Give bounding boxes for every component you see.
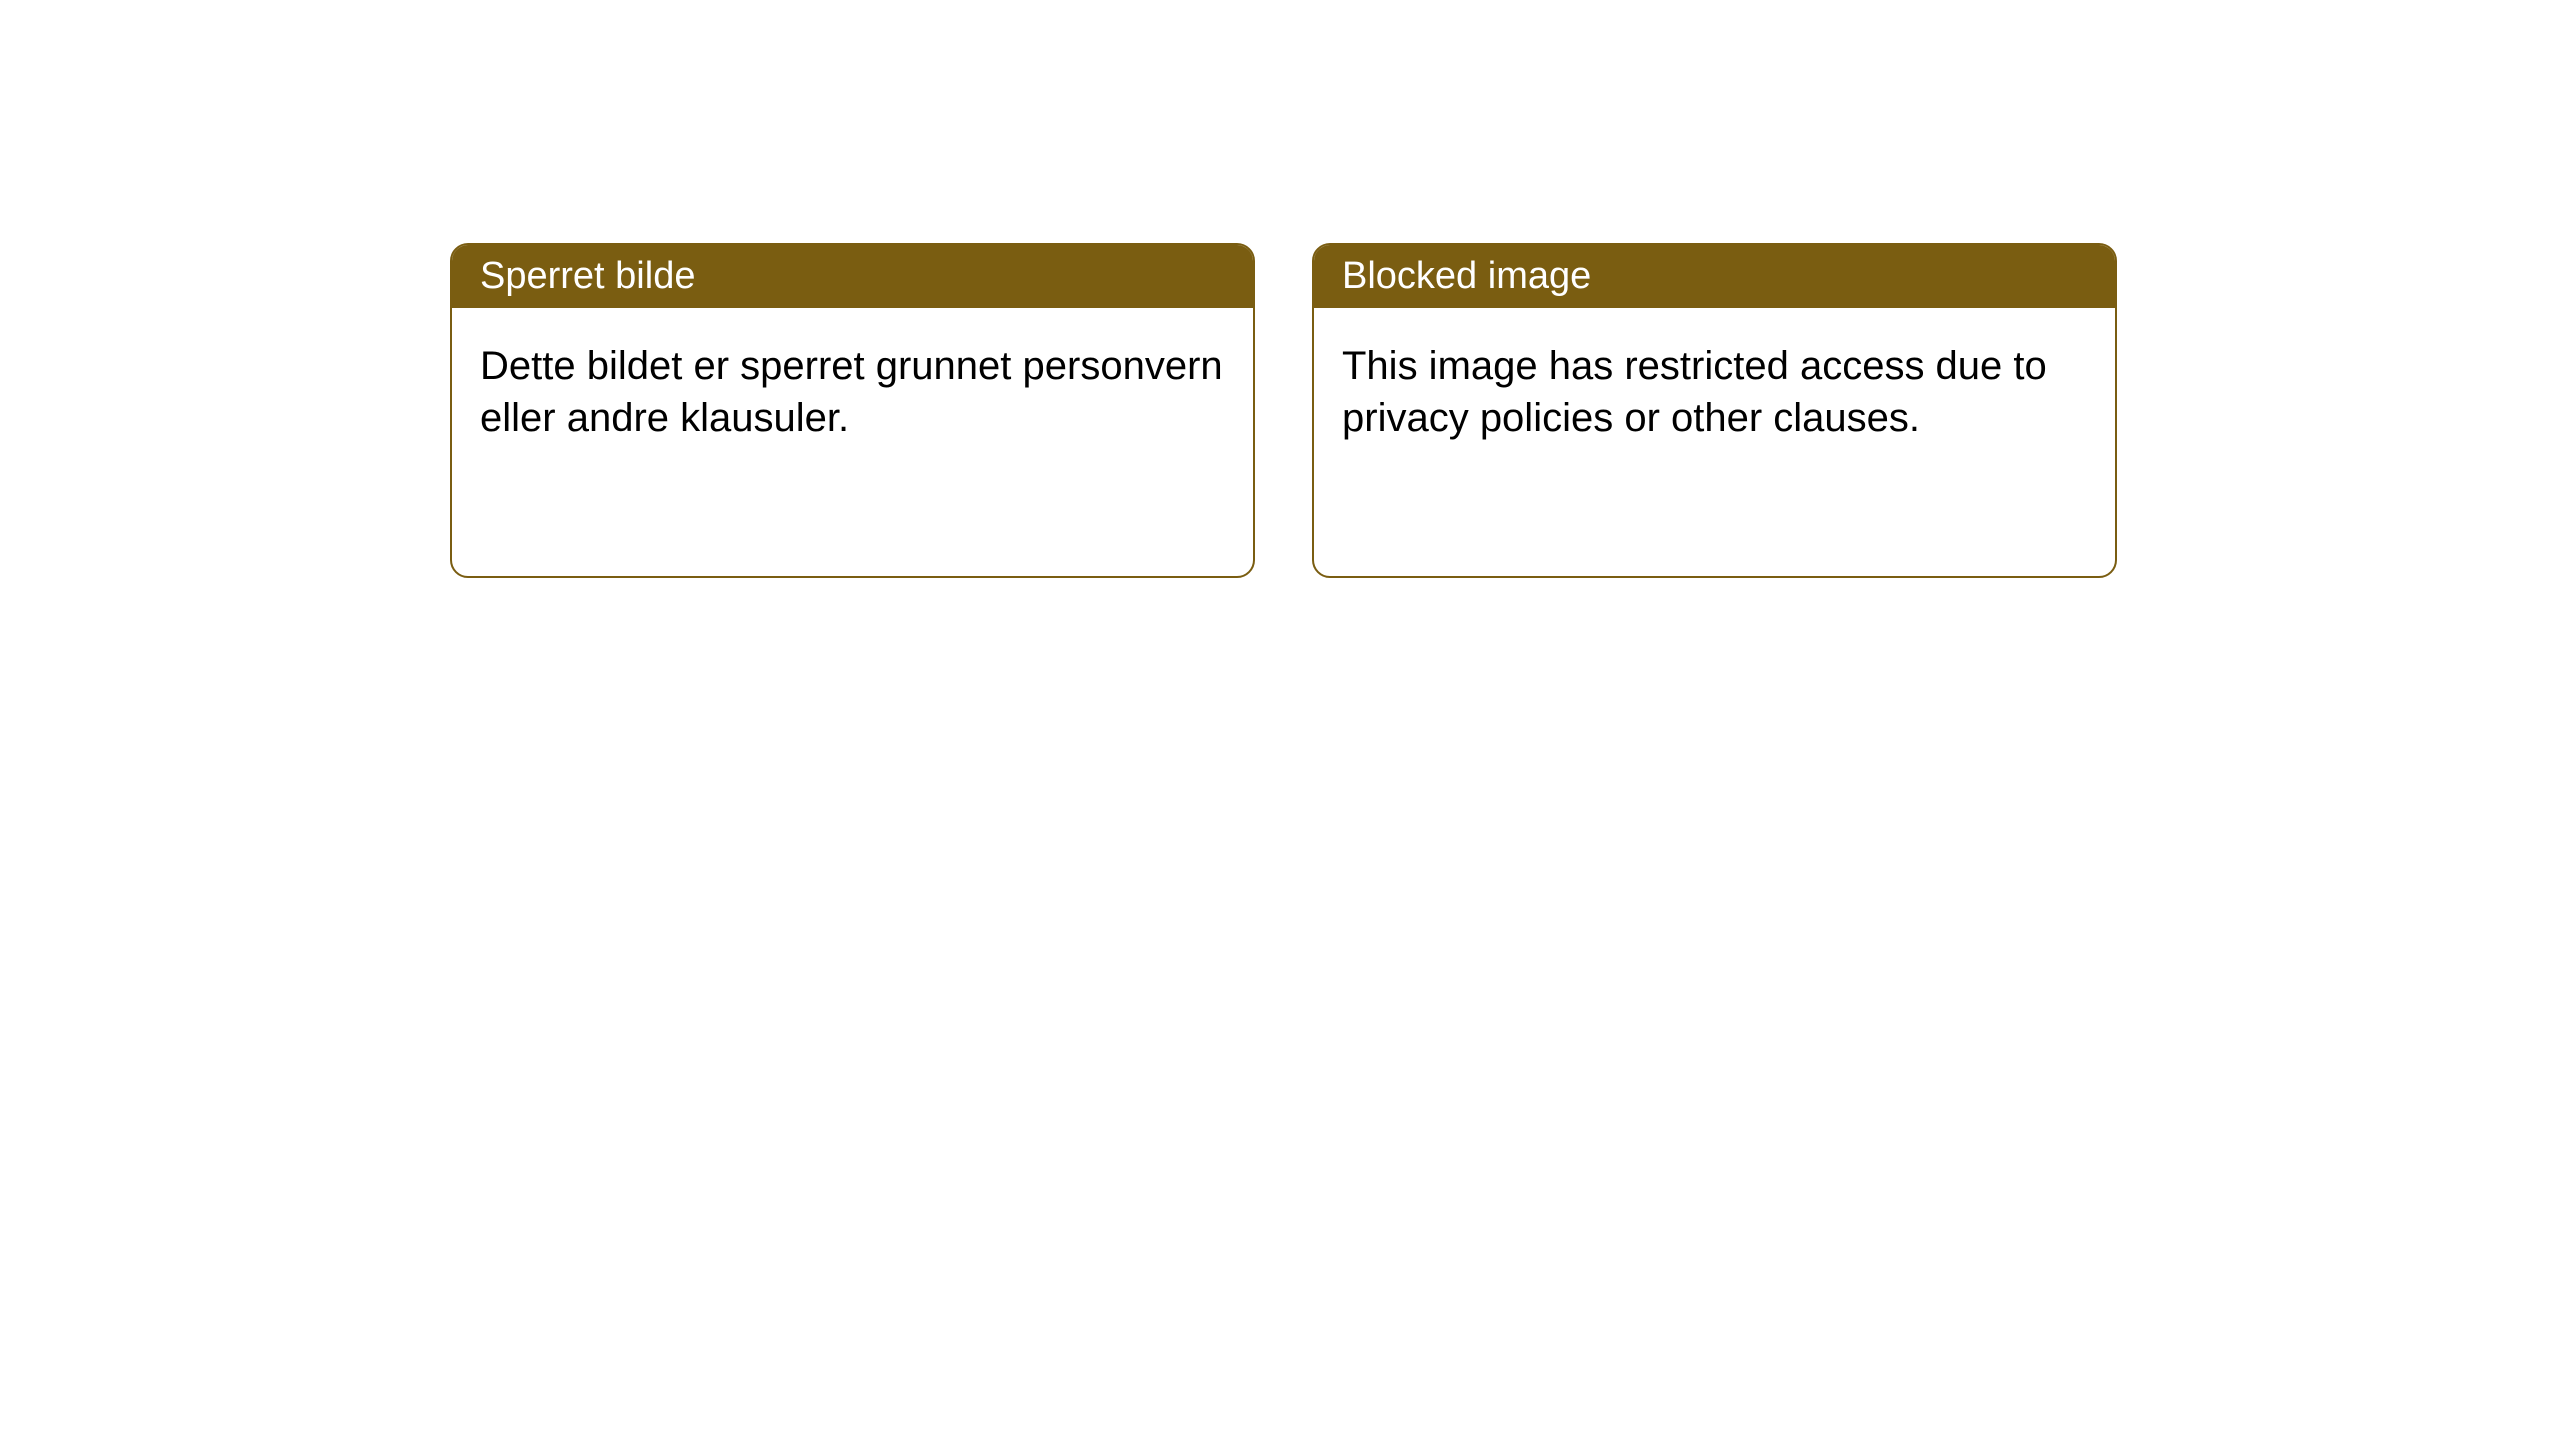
notice-title: Blocked image <box>1342 255 1591 297</box>
notice-header: Blocked image <box>1314 245 2115 308</box>
notice-body: This image has restricted access due to … <box>1314 308 2115 476</box>
notice-body: Dette bildet er sperret grunnet personve… <box>452 308 1253 476</box>
notice-body-text: Dette bildet er sperret grunnet personve… <box>480 344 1223 440</box>
notice-title: Sperret bilde <box>480 255 695 297</box>
notice-card-english: Blocked image This image has restricted … <box>1312 243 2117 578</box>
notice-card-norwegian: Sperret bilde Dette bildet er sperret gr… <box>450 243 1255 578</box>
notice-body-text: This image has restricted access due to … <box>1342 344 2047 440</box>
notice-header: Sperret bilde <box>452 245 1253 308</box>
notice-container: Sperret bilde Dette bildet er sperret gr… <box>450 243 2117 578</box>
